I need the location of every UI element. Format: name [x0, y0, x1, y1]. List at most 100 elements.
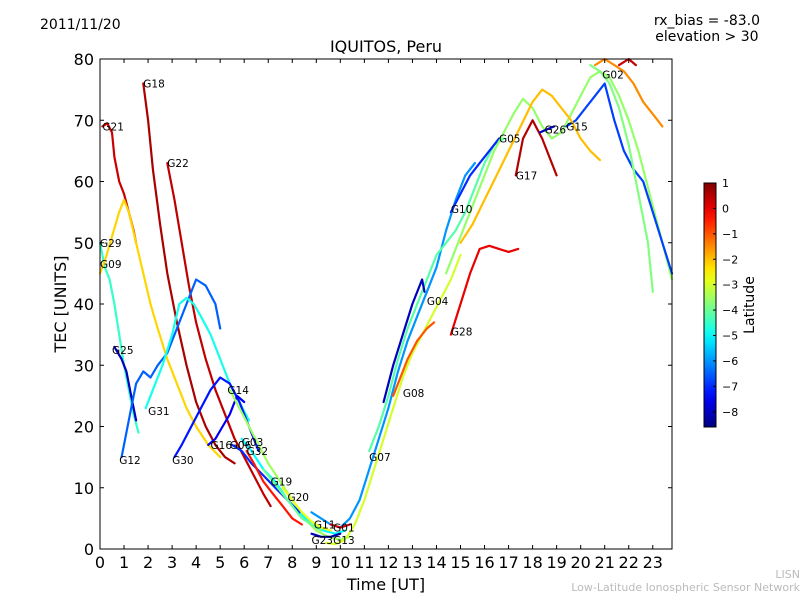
- elevation-label: elevation > 30: [655, 29, 759, 45]
- satellite-label: G09: [100, 259, 122, 271]
- watermark: LISN Low-Latitude Ionospheric Sensor Net…: [571, 568, 800, 594]
- series-line-g11: [310, 162, 476, 529]
- series-line-g18: [142, 82, 236, 465]
- satellite-label: G06: [230, 440, 252, 452]
- colorbar-tick-label: −1: [722, 228, 738, 241]
- series-line-g26: [538, 125, 556, 134]
- y-axis: 0 10 20 30 40 50 60 70 80: [74, 50, 672, 559]
- x-tick-label: 1: [119, 553, 129, 572]
- x-axis-label: Time [UT]: [346, 575, 425, 594]
- satellite-label: G13: [333, 535, 355, 547]
- series-line-g12: [120, 278, 222, 459]
- x-tick-label: 23: [643, 553, 663, 572]
- x-tick-label: 0: [95, 553, 105, 572]
- y-tick-label: 60: [74, 173, 94, 192]
- x-tick-label: 5: [215, 553, 225, 572]
- y-tick-label: 20: [74, 418, 94, 437]
- series-group: [98, 57, 674, 546]
- satellite-label: G23: [311, 535, 333, 547]
- series-line-g33: [618, 57, 637, 67]
- y-tick-label: 50: [74, 234, 94, 253]
- y-tick-label: 40: [74, 295, 94, 314]
- colorbar-tick-label: −3: [722, 279, 738, 292]
- x-tick-label: 2: [143, 553, 153, 572]
- satellite-label: G10: [451, 204, 473, 216]
- chart-title: IQUITOS, Peru: [329, 37, 443, 56]
- satellite-label: G05: [499, 134, 521, 146]
- colorbar-tick-label: 0: [722, 202, 729, 215]
- series-line-g32: [245, 449, 303, 526]
- y-axis-label: TEC [UNITS]: [51, 256, 70, 354]
- satellite-label: G12: [119, 455, 141, 467]
- colorbar-label: Latitude: [742, 276, 758, 334]
- x-tick-label: 21: [595, 553, 615, 572]
- x-tick-label: 3: [167, 553, 177, 572]
- x-tick-label: 16: [474, 553, 494, 572]
- satellite-label: G21: [102, 121, 124, 133]
- colorbar-gradient: [703, 182, 717, 428]
- date-label: 2011/11/20: [40, 17, 121, 33]
- series-line-g16: [207, 394, 246, 446]
- colorbar-tick-label: 1: [722, 177, 729, 190]
- x-tick-label: 9: [311, 553, 321, 572]
- x-tick-label: 18: [522, 553, 542, 572]
- series-line-g19: [262, 468, 323, 532]
- x-tick-label: 17: [498, 553, 518, 572]
- y-tick-label: 30: [74, 356, 94, 375]
- series-line-g30: [173, 376, 260, 459]
- series-line-g15: [565, 82, 674, 275]
- series-line-g28: [449, 244, 520, 336]
- x-tick-label: 10: [330, 553, 350, 572]
- series-line-g23: [310, 532, 342, 538]
- x-tick-label: 7: [263, 553, 273, 572]
- x-tick-label: 8: [287, 553, 297, 572]
- x-tick-label: 19: [546, 553, 566, 572]
- satellite-label: G18: [143, 79, 165, 91]
- satellite-label: G07: [369, 452, 391, 464]
- series-line-g13: [324, 253, 462, 546]
- x-tick-label: 22: [619, 553, 639, 572]
- satellite-label: G32: [247, 446, 269, 458]
- series-line-g27: [459, 88, 601, 244]
- satellite-label: G04: [427, 296, 449, 308]
- x-tick-label: 15: [450, 553, 470, 572]
- y-tick-label: 10: [74, 479, 94, 498]
- satellite-label: G31: [148, 406, 170, 418]
- series-line-g10: [449, 137, 501, 214]
- series-line-g24: [589, 63, 654, 293]
- series-line-g05: [445, 70, 674, 281]
- x-tick-label: 12: [378, 553, 398, 572]
- x-tick-label: 13: [402, 553, 422, 572]
- rx-bias-label: rx_bias = -83.0: [653, 13, 760, 29]
- satellite-label: G08: [403, 388, 425, 400]
- satellite-label: G17: [516, 170, 538, 182]
- series-line-g20: [281, 486, 332, 532]
- satellite-label: G20: [287, 492, 309, 504]
- colorbar-tick-label: −5: [722, 330, 738, 343]
- colorbar-tick-label: −8: [722, 406, 738, 419]
- satellite-label: G14: [227, 385, 249, 397]
- satellite-label: G15: [566, 121, 588, 133]
- x-tick-label: 11: [354, 553, 374, 572]
- satellite-label: G28: [451, 327, 473, 339]
- x-tick-label: 4: [191, 553, 201, 572]
- x-tick-label: 20: [570, 553, 590, 572]
- watermark-line1: LISN: [775, 568, 800, 581]
- y-tick-label: 80: [74, 50, 94, 69]
- satellite-label: G30: [172, 455, 194, 467]
- series-line-g25: [113, 345, 138, 422]
- y-tick-label: 70: [74, 111, 94, 130]
- x-axis: 0 1 2 3 4 5 6 7 8 9 10 11 12 13 14 15 16 17 18 19 20 21 22 23: [95, 59, 663, 572]
- receiver-info: rx_bias = -83.0 elevation > 30: [654, 13, 760, 45]
- satellite-label: G25: [112, 345, 134, 357]
- x-tick-label: 14: [426, 553, 446, 572]
- colorbar-tick-label: −7: [722, 380, 738, 393]
- colorbar-tick-label: −2: [722, 253, 738, 266]
- satellite-label: G03: [242, 437, 264, 449]
- series-line-g01: [329, 523, 351, 529]
- colorbar-tick-label: −6: [722, 355, 738, 368]
- series-line-g17: [514, 119, 558, 177]
- series-line-g04: [382, 278, 426, 404]
